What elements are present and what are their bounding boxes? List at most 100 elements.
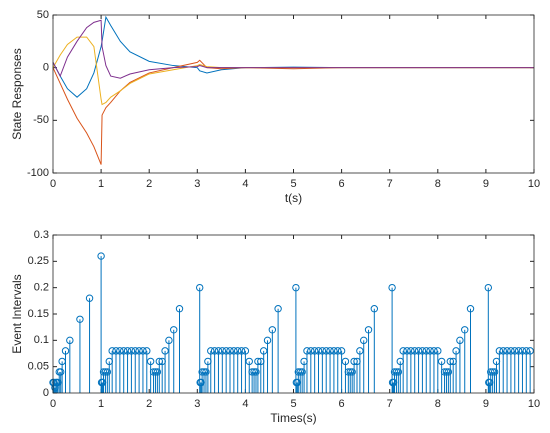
stem [56, 368, 65, 393]
stem-marker [298, 368, 306, 376]
stem-marker [56, 368, 65, 376]
series-line [52, 19, 534, 79]
stem [495, 347, 504, 393]
stem [294, 368, 303, 393]
stem-marker [490, 368, 499, 376]
stem-marker [101, 368, 110, 376]
stem [101, 368, 110, 393]
stem-marker [507, 347, 515, 355]
stem [330, 347, 338, 393]
stem [151, 368, 160, 393]
x-tick-label: 8 [435, 178, 441, 190]
stem-marker [452, 347, 460, 355]
stem [196, 283, 204, 393]
stem-marker [430, 347, 438, 355]
stem-marker [76, 315, 84, 323]
stem-marker [200, 368, 208, 376]
stem [461, 326, 469, 393]
stem-marker [337, 347, 346, 355]
stem [250, 368, 258, 393]
y-tick-label: 0 [43, 62, 49, 74]
stem-marker [274, 305, 282, 313]
axes-box [52, 14, 535, 174]
axes-box [52, 234, 535, 394]
stem-marker [356, 347, 364, 355]
stem [394, 368, 403, 393]
stem [487, 368, 495, 393]
stem-marker [484, 283, 493, 292]
y-axis-label: State Responses [10, 48, 24, 139]
stem-marker [414, 347, 423, 355]
stem [230, 347, 238, 393]
stem [298, 368, 306, 393]
stem-marker [514, 347, 523, 355]
stem [165, 336, 173, 393]
x-tick-label: 2 [146, 398, 152, 410]
stem [218, 347, 227, 393]
stem [198, 368, 206, 393]
y-tick-label: 0.05 [28, 361, 49, 373]
stem-marker [310, 347, 319, 355]
stem [356, 347, 364, 393]
stem [399, 347, 407, 393]
stem-marker [241, 347, 250, 355]
stem-marker [318, 347, 327, 355]
stem [248, 368, 256, 393]
stem [522, 347, 531, 393]
stem-marker [434, 347, 442, 355]
stem [507, 347, 515, 393]
x-tick-label: 9 [483, 398, 489, 410]
stem-marker [139, 347, 147, 355]
stem-marker [437, 357, 446, 366]
x-tick-label: 4 [242, 178, 248, 190]
stem-marker [196, 283, 204, 292]
stem [259, 347, 268, 393]
x-axis-label: Times(s) [270, 411, 316, 425]
stem-marker [303, 347, 311, 355]
stem [348, 368, 356, 393]
stem [127, 347, 136, 393]
stem [518, 347, 527, 393]
x-tick-label: 9 [483, 178, 489, 190]
stem-marker [442, 368, 451, 376]
stem-marker [341, 357, 350, 366]
stem-marker [123, 347, 132, 355]
stem-marker [202, 368, 210, 376]
stem [139, 347, 147, 393]
stem-marker [511, 347, 519, 355]
stem [437, 357, 446, 393]
x-tick-label: 3 [194, 178, 200, 190]
stem-marker [360, 336, 368, 345]
stem [226, 347, 234, 393]
stem [161, 347, 169, 393]
stem [175, 305, 184, 393]
stem-marker [403, 347, 411, 355]
stem [237, 347, 246, 393]
stem [123, 347, 132, 393]
stem-marker [146, 357, 155, 366]
stem [135, 347, 143, 393]
stem-marker [214, 347, 223, 355]
stem [202, 368, 210, 393]
stem [414, 347, 423, 393]
stem-marker [364, 326, 373, 334]
stem-marker [103, 368, 112, 376]
stem [440, 368, 449, 393]
x-tick-label: 5 [290, 398, 296, 410]
y-tick-label: -50 [33, 114, 49, 126]
stem [296, 368, 304, 393]
stem-marker [259, 347, 268, 355]
stem [153, 368, 162, 393]
stem [488, 368, 497, 393]
stem-marker [392, 368, 401, 376]
stem [66, 336, 74, 393]
plot-area [53, 15, 534, 173]
x-tick-label: 0 [50, 398, 56, 410]
stem-marker [108, 347, 116, 355]
stem [207, 347, 215, 393]
x-tick-label: 10 [528, 398, 540, 410]
stem-marker [131, 347, 139, 355]
stem [341, 357, 350, 393]
y-tick-label: 0.2 [34, 282, 49, 294]
